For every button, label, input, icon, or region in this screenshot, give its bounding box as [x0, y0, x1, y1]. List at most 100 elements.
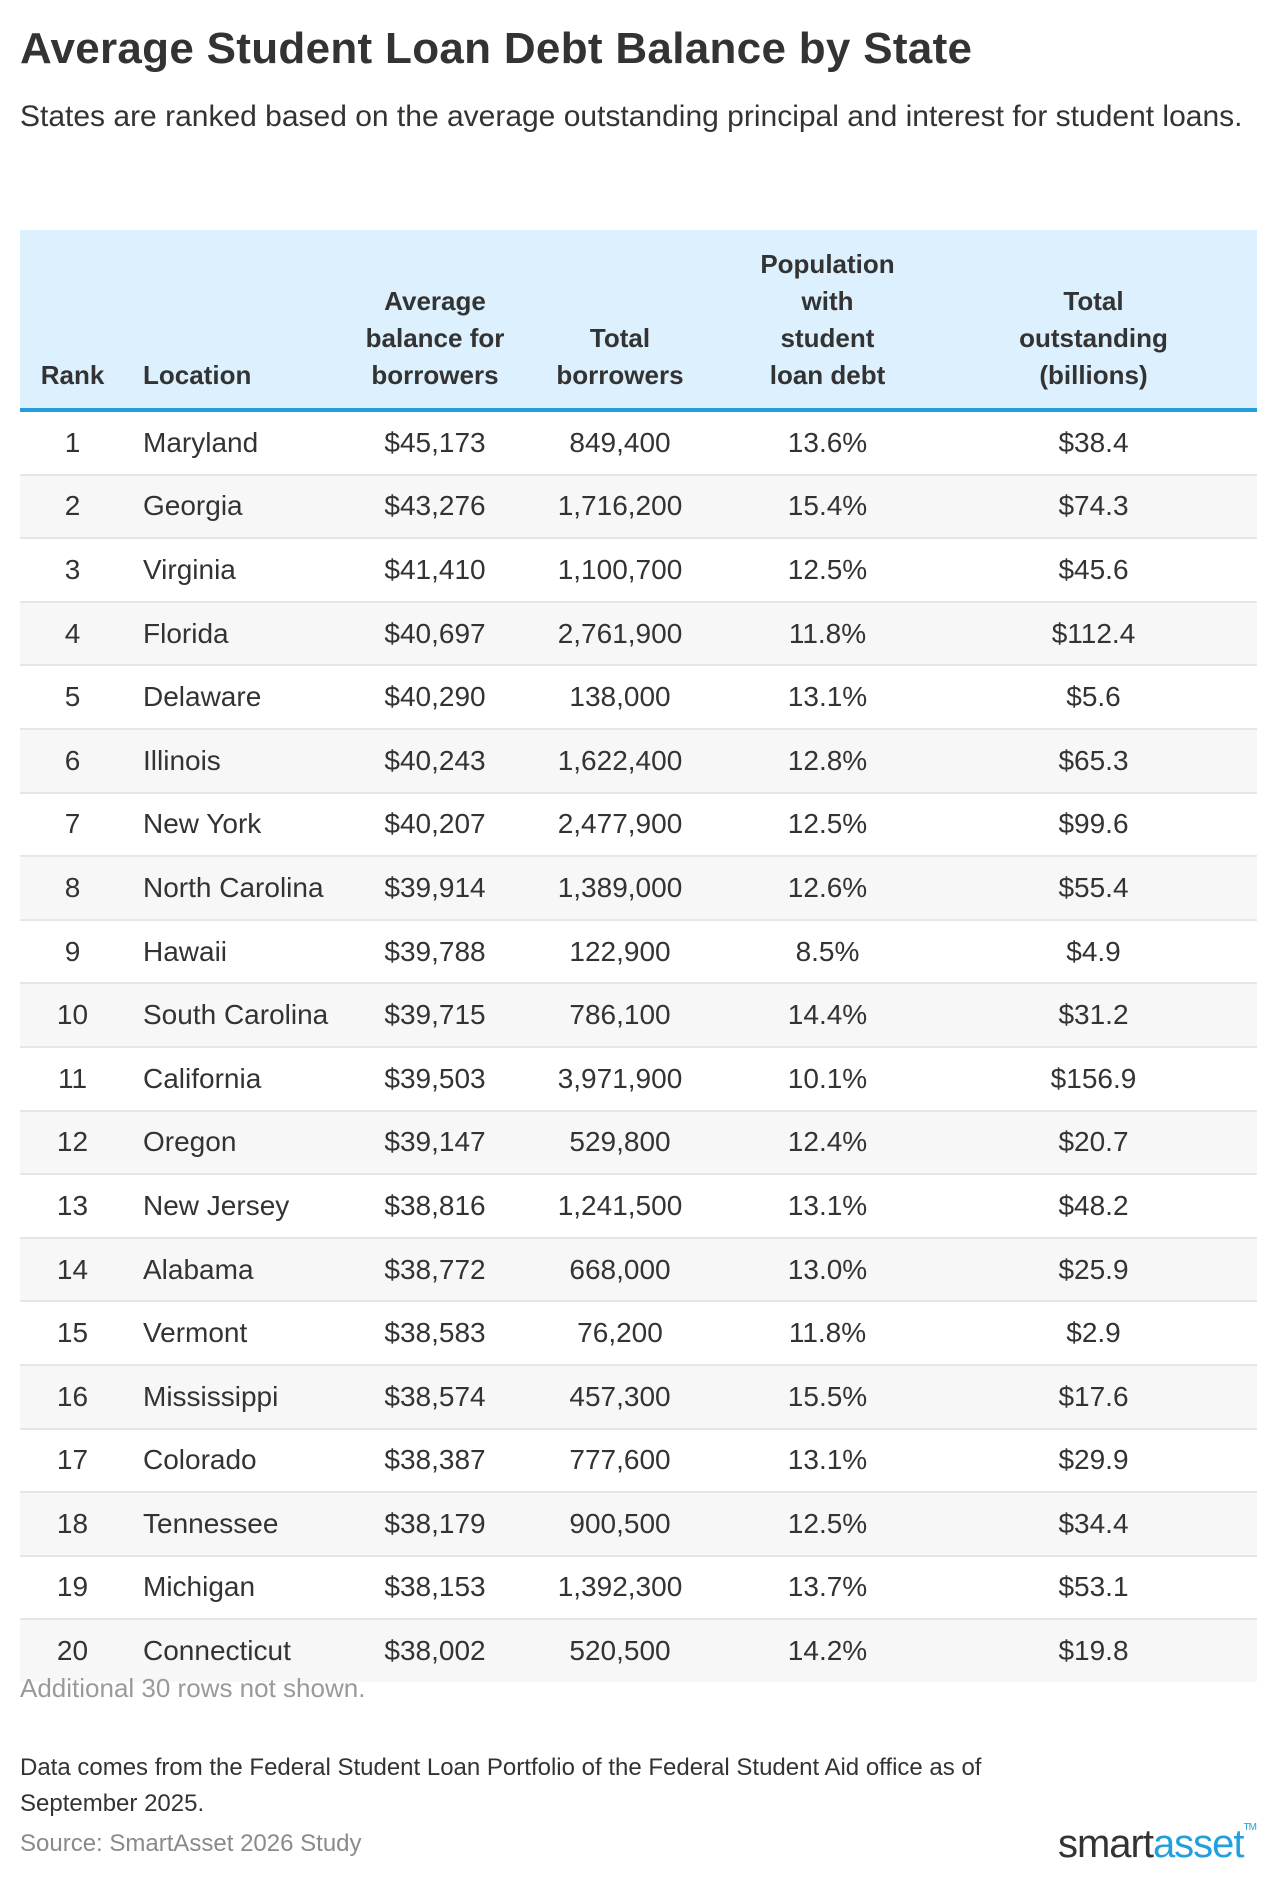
cell-total-outstanding: $25.9	[930, 1236, 1257, 1302]
table-row: 8 North Carolina $39,914 1,389,000 12.6% $55.…	[20, 855, 1257, 920]
cell-total-borrowers: 1,389,000	[515, 855, 725, 920]
cell-total-outstanding: $5.6	[930, 664, 1257, 729]
cell-total-outstanding: $19.8	[930, 1618, 1257, 1682]
cell-location: New York	[125, 791, 355, 857]
cell-location: North Carolina	[125, 855, 355, 920]
cell-average-balance: $38,816	[355, 1173, 515, 1238]
cell-total-outstanding: $55.4	[930, 855, 1257, 920]
cell-average-balance: $38,583	[355, 1300, 515, 1365]
cell-total-borrowers: 457,300	[515, 1363, 725, 1429]
column-header-total-outstanding: Total outstanding (billions)	[930, 230, 1257, 412]
cell-total-outstanding: $45.6	[930, 537, 1257, 602]
data-table: Rank Location Average balance for borrow…	[20, 230, 1257, 1682]
cell-rank: 9	[20, 918, 125, 984]
cell-average-balance: $38,153	[355, 1554, 515, 1620]
cell-location: Vermont	[125, 1300, 355, 1365]
cell-rank: 18	[20, 1491, 125, 1556]
cell-rank: 14	[20, 1236, 125, 1302]
table-row: 9 Hawaii $39,788 122,900 8.5% $4.9	[20, 918, 1257, 984]
logo-text-asset: asset	[1152, 1822, 1245, 1866]
cell-average-balance: $38,002	[355, 1618, 515, 1682]
cell-rank: 1	[64, 426, 81, 458]
cell-location: Georgia	[125, 473, 355, 539]
cell-population: 15.4%	[725, 473, 930, 539]
table-row: 18 Tennessee $38,179 900,500 12.5% $34.4	[20, 1491, 1257, 1556]
cell-population: 12.6%	[725, 855, 930, 920]
cell-population: 11.8%	[725, 600, 930, 666]
logo-tm: TM	[1243, 1822, 1257, 1833]
cell-location: Tennessee	[125, 1491, 355, 1556]
cell-total-outstanding: $20.7	[930, 1109, 1257, 1175]
cell-average-balance: $39,914	[355, 855, 515, 920]
cell-rank: 2	[20, 473, 125, 539]
column-header-population: Population with student loan debt	[725, 230, 930, 412]
cell-rank: 6	[20, 727, 125, 793]
cell-average-balance: $40,697	[355, 600, 515, 666]
cell-location: Mississippi	[125, 1363, 355, 1429]
table-row: 17 Colorado $38,387 777,600 13.1% $29.9	[20, 1427, 1257, 1493]
table-row: 1 Maryland $45,173 849,400 13.6% $38.4	[20, 410, 1257, 475]
cell-location: South Carolina	[125, 982, 355, 1047]
cell-total-borrowers: 1,622,400	[515, 727, 725, 793]
cell-population: 12.8%	[725, 727, 930, 793]
cell-location: Florida	[125, 600, 355, 666]
table-row: 20 Connecticut $38,002 520,500 14.2% $19.8	[20, 1618, 1257, 1682]
cell-population: 13.1%	[725, 1427, 930, 1493]
cell-total-borrowers: 2,761,900	[515, 600, 725, 666]
cell-population: 13.0%	[725, 1236, 930, 1302]
table-row: 4 Florida $40,697 2,761,900 11.8% $112.4	[20, 600, 1257, 666]
table-row: 7 New York $40,207 2,477,900 12.5% $99.6	[20, 791, 1257, 857]
cell-average-balance: $40,243	[355, 727, 515, 793]
cell-population: 8.5%	[725, 918, 930, 984]
cell-rank: 11	[20, 1045, 125, 1111]
cell-location: Alabama	[125, 1236, 355, 1302]
cell-location: California	[125, 1045, 355, 1111]
column-header-rank: Rank	[20, 230, 125, 412]
cell-total-outstanding: $99.6	[930, 791, 1257, 857]
cell-location: Hawaii	[125, 918, 355, 984]
cell-total-borrowers: 138,000	[515, 664, 725, 729]
column-header-location: Location	[125, 230, 355, 412]
cell-population: 12.5%	[725, 1491, 930, 1556]
cell-total-outstanding: $53.1	[930, 1554, 1257, 1620]
table-row: 3 Virginia $41,410 1,100,700 12.5% $45.6	[20, 537, 1257, 602]
cell-total-borrowers: 1,716,200	[515, 473, 725, 539]
cell-average-balance: $39,715	[355, 982, 515, 1047]
page-title: Average Student Loan Debt Balance by Sta…	[20, 24, 973, 73]
cell-average-balance: $38,772	[355, 1236, 515, 1302]
cell-population: 13.6%	[787, 426, 868, 458]
cell-total-borrowers: 777,600	[515, 1427, 725, 1493]
column-header-total-borrowers: Total borrowers	[515, 230, 725, 412]
cell-average-balance: $39,503	[355, 1045, 515, 1111]
cell-population: 10.1%	[725, 1045, 930, 1111]
cell-rank: 4	[20, 600, 125, 666]
cell-total-outstanding: $31.2	[930, 982, 1257, 1047]
cell-total-outstanding: $48.2	[930, 1173, 1257, 1238]
cell-location: Virginia	[125, 537, 355, 602]
cell-rank: 20	[20, 1618, 125, 1682]
table-row: 5 Delaware $40,290 138,000 13.1% $5.6	[20, 664, 1257, 729]
cell-rank: 7	[20, 791, 125, 857]
cell-rank: 16	[20, 1363, 125, 1429]
logo-text-smart: smart	[1057, 1822, 1154, 1866]
column-header-average-balance: Average balance for borrowers	[355, 230, 515, 412]
cell-total-outstanding: $17.6	[930, 1363, 1257, 1429]
cell-total-borrowers: 529,800	[515, 1109, 725, 1175]
cell-average-balance: $45,173	[384, 426, 486, 458]
cell-average-balance: $43,276	[355, 473, 515, 539]
cell-total-outstanding: $112.4	[930, 600, 1257, 666]
table-row: 16 Mississippi $38,574 457,300 15.5% $17.6	[20, 1363, 1257, 1429]
table-row: 2 Georgia $43,276 1,716,200 15.4% $74.3	[20, 473, 1257, 539]
cell-location: Illinois	[125, 727, 355, 793]
cell-total-outstanding: $29.9	[930, 1427, 1257, 1493]
table-row: 12 Oregon $39,147 529,800 12.4% $20.7	[20, 1109, 1257, 1175]
cell-total-outstanding: $38.4	[1058, 426, 1129, 458]
cell-total-borrowers: 849,400	[569, 426, 671, 458]
page-subtitle: States are ranked based on the average o…	[20, 100, 1243, 133]
cell-total-borrowers: 668,000	[515, 1236, 725, 1302]
cell-average-balance: $38,574	[355, 1363, 515, 1429]
cell-rank: 8	[20, 855, 125, 920]
cell-average-balance: $39,788	[355, 918, 515, 984]
cell-rank: 5	[20, 664, 125, 729]
